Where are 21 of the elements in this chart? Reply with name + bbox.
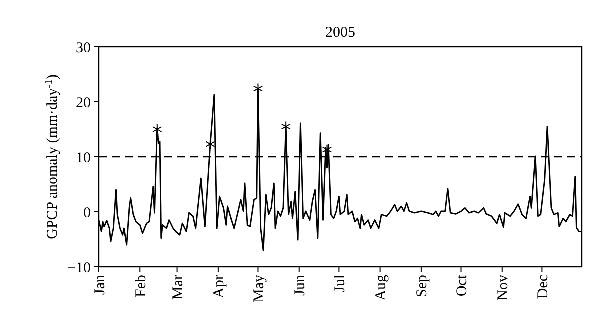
y-tick-label: 30 <box>76 40 91 56</box>
x-tick-label: Nov <box>496 274 512 301</box>
point <box>322 144 332 156</box>
x-tick-label: Dec <box>535 274 552 300</box>
x-tick-label: May <box>251 274 268 302</box>
y-tick-label: 20 <box>76 95 91 112</box>
x-tick-label: Aug <box>374 274 390 301</box>
x-tick-label: Oct <box>454 274 470 297</box>
x-tick-label: Jun <box>292 274 309 296</box>
y-tick-label: 0 <box>84 205 91 222</box>
chart-title: 2005 <box>326 25 356 41</box>
x-tick-label: Feb <box>133 275 150 298</box>
point <box>206 138 216 150</box>
x-tick-label: Jul <box>332 275 348 293</box>
x-tick-label: Apr <box>212 274 228 298</box>
x-tick-label: Jan <box>92 274 108 295</box>
y-tick-label: −10 <box>68 260 91 276</box>
x-tick-label: Mar <box>170 275 187 300</box>
point <box>281 121 291 132</box>
y-tick-label: 10 <box>76 150 91 166</box>
x-tick-label: Sep <box>414 275 431 298</box>
